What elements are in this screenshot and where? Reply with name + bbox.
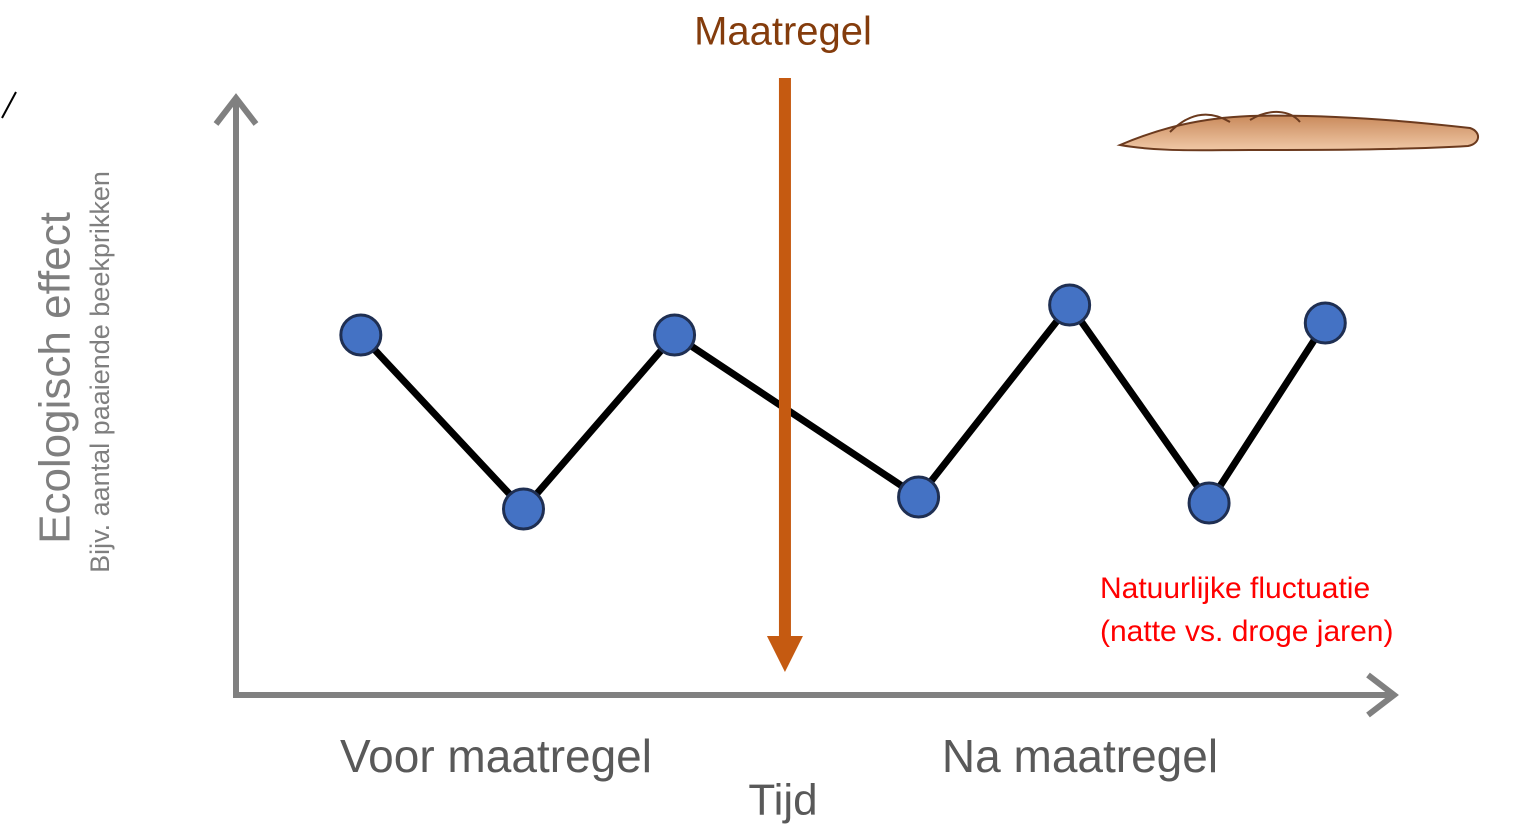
data-point	[1050, 285, 1090, 325]
period-label: Voor maatregel	[340, 730, 652, 782]
fish-illustration	[1120, 112, 1478, 150]
chart: Ecologisch effect Bijv. aantal paaiende …	[0, 0, 1535, 831]
data-point	[504, 489, 544, 529]
data-point	[899, 477, 939, 517]
y-axis-label: Ecologisch effect	[31, 212, 80, 544]
x-axis	[233, 675, 1394, 715]
y-axis	[216, 98, 256, 695]
y-axis-sublabel: Bijv. aantal paaiende beekprikken	[85, 171, 115, 573]
chart-title: Maatregel	[694, 10, 872, 54]
data-point	[341, 315, 381, 355]
data-point	[655, 315, 695, 355]
annotation: (natte vs. droge jaren)	[1100, 615, 1393, 648]
data-point	[1305, 303, 1345, 343]
pen-mark	[2, 92, 16, 118]
annotation: Natuurlijke fluctuatie	[1100, 572, 1370, 605]
x-axis-label: Tijd	[748, 776, 817, 825]
period-label: Na maatregel	[942, 730, 1218, 782]
data-line	[361, 305, 1325, 509]
page: Ecologisch effect Bijv. aantal paaiende …	[0, 0, 1535, 831]
data-point	[1189, 483, 1229, 523]
intervention-arrowhead	[767, 636, 803, 672]
